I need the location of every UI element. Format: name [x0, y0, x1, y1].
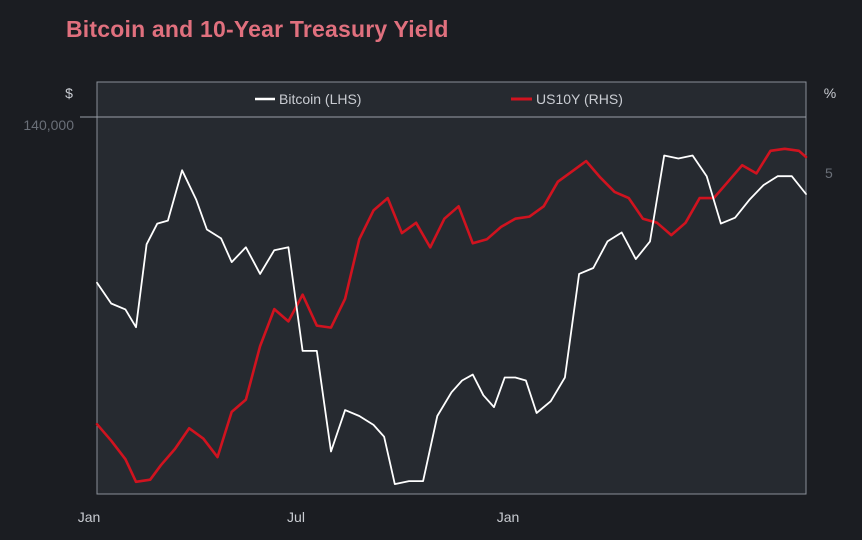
right-tick-label: 5	[825, 165, 833, 181]
left-axis-unit: $	[65, 85, 73, 101]
legend: Bitcoin (LHS) US10Y (RHS)	[255, 91, 623, 107]
x-tick-label: Jan	[78, 509, 101, 525]
plot-area	[96, 81, 807, 495]
chart-title: Bitcoin and 10-Year Treasury Yield	[66, 16, 449, 42]
legend-label-bitcoin: Bitcoin (LHS)	[279, 91, 361, 107]
series-layer	[95, 147, 808, 486]
right-axis-unit: %	[824, 85, 836, 101]
legend-label-us10y: US10Y (RHS)	[536, 91, 623, 107]
bitcoin-series-line	[96, 154, 807, 486]
x-tick-label: Jul	[287, 509, 305, 525]
us10y-series-line	[95, 147, 808, 484]
left-tick-label: 140,000	[23, 117, 74, 133]
x-tick-label: Jan	[497, 509, 520, 525]
